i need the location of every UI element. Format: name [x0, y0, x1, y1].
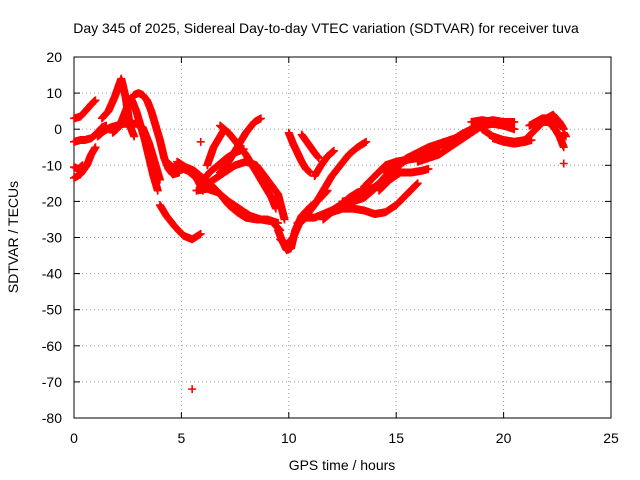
y-tick-label: -50: [42, 302, 62, 318]
data-points: [70, 74, 570, 394]
x-tick-label: 20: [496, 430, 512, 446]
y-tick-label: -20: [42, 193, 62, 209]
x-tick-label: 5: [178, 430, 186, 446]
y-tick-label: -70: [42, 374, 62, 390]
data-point: [153, 186, 162, 195]
x-tick-label: 0: [70, 430, 78, 446]
y-tick-label: -30: [42, 230, 62, 246]
data-point: [412, 180, 421, 189]
chart-title: Day 345 of 2025, Sidereal Day-to-day VTE…: [73, 20, 579, 36]
y-axis-title: SDTVAR / TECUs: [5, 181, 21, 293]
data-point: [271, 204, 280, 213]
data-point: [314, 154, 323, 163]
y-tick-label: 0: [54, 121, 62, 137]
y-tick-label: 10: [46, 85, 62, 101]
x-tick-label: 25: [603, 430, 619, 446]
y-tick-label: -40: [42, 266, 62, 282]
data-point: [559, 143, 568, 152]
data-point: [413, 179, 422, 188]
x-tick-label: 15: [388, 430, 404, 446]
data-point: [256, 114, 265, 123]
data-point: [196, 137, 205, 146]
y-tick-label: -60: [42, 338, 62, 354]
data-point: [91, 143, 100, 152]
y-tick-label: -80: [42, 410, 62, 426]
data-point: [561, 132, 570, 141]
y-tick-label: -10: [42, 157, 62, 173]
data-point: [510, 125, 519, 134]
data-point: [130, 132, 139, 141]
data-point: [329, 146, 338, 155]
data-point: [559, 159, 568, 168]
x-tick-label: 10: [281, 430, 297, 446]
data-point: [411, 181, 420, 190]
data-point: [510, 117, 519, 126]
data-point: [280, 215, 289, 224]
axis-ticks: 0 5 10 15 20 25 -80 -70 -60 -50 -40 -30 -20 -10 0 10 20: [42, 49, 619, 446]
data-point: [557, 121, 566, 130]
data-point: [196, 229, 205, 238]
data-point: [424, 164, 433, 173]
data-point: [527, 136, 536, 145]
x-axis-title: GPS time / hours: [289, 457, 396, 473]
data-point: [91, 96, 100, 105]
y-tick-label: 20: [46, 49, 62, 65]
data-point: [188, 385, 197, 394]
data-point: [362, 137, 371, 146]
